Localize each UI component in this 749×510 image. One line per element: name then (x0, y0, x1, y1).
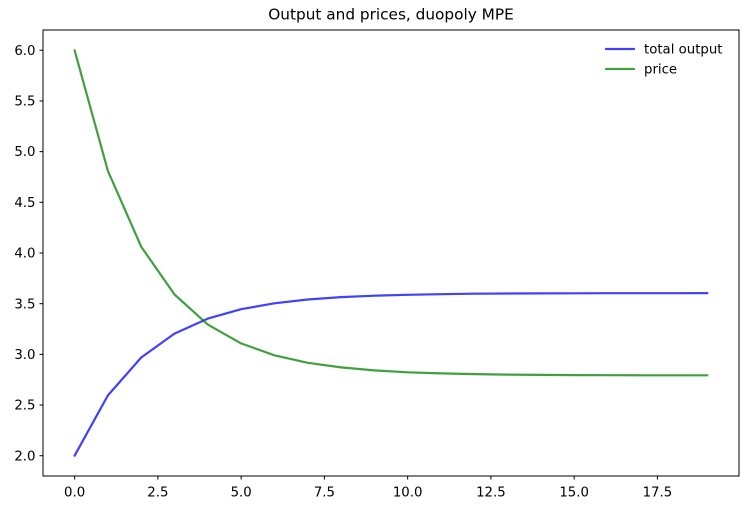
y-tick-label: 2.0 (14, 449, 35, 464)
legend-label: total output (644, 43, 723, 58)
legend-label: price (644, 63, 677, 78)
y-tick-label: 5.5 (14, 95, 35, 110)
legend: total output price (604, 43, 723, 78)
chart-title: Output and prices, duopoly MPE (268, 6, 514, 24)
x-axis: 0.0 2.5 5.0 7.5 10.0 12.5 15.0 17.5 (64, 476, 672, 501)
data-series (73, 49, 709, 457)
x-tick-label: 10.0 (393, 486, 423, 501)
plot-border (42, 29, 740, 477)
plot-area (42, 29, 740, 477)
line-price (73, 49, 709, 377)
x-tick-label: 12.5 (476, 486, 506, 501)
y-tick-label: 6.0 (14, 44, 35, 59)
y-tick-label: 4.0 (14, 247, 35, 262)
y-tick-label: 5.0 (14, 145, 35, 160)
y-tick-label: 4.5 (14, 196, 35, 211)
y-tick-label: 2.5 (14, 399, 35, 414)
y-axis: 2.0 2.5 3.0 3.5 4.0 4.5 5.0 5.5 6.0 (14, 44, 43, 464)
y-tick-label: 3.0 (14, 348, 35, 363)
x-tick-label: 5.0 (231, 486, 252, 501)
x-tick-label: 2.5 (147, 486, 168, 501)
x-tick-label: 0.0 (64, 486, 85, 501)
line-total-output (73, 292, 709, 457)
x-tick-label: 7.5 (314, 486, 335, 501)
y-tick-label: 3.5 (14, 297, 35, 312)
x-tick-label: 17.5 (643, 486, 673, 501)
x-tick-label: 15.0 (559, 486, 589, 501)
